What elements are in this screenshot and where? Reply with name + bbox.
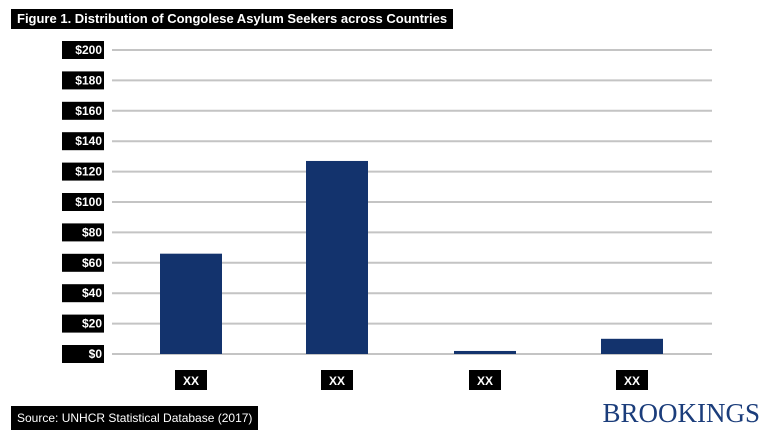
y-tick-label-box: [62, 284, 104, 303]
bar: [454, 350, 516, 354]
y-tick-label-box: [62, 345, 104, 363]
y-tick-label: $180: [75, 73, 102, 87]
y-tick-label: $140: [75, 134, 102, 148]
y-tick-label: $40: [82, 286, 102, 300]
y-tick-label-box: [62, 132, 104, 151]
source-note: Source: UNHCR Statistical Database (2017…: [11, 406, 259, 430]
chart-title-block: Figure 1. Distribution of Congolese Asyl…: [11, 9, 751, 33]
category-label-box: [321, 370, 353, 390]
y-axis-ticks: $0 $20 $40 $60 $80 $100 $120 $140 $160 $180 $200: [62, 41, 104, 363]
category-label-box: [175, 370, 207, 390]
y-tick-label: $160: [75, 104, 102, 118]
y-tick-label-box: [62, 101, 104, 120]
bar: [306, 160, 368, 354]
y-tick-label: $100: [75, 195, 102, 209]
category-label-box: [616, 370, 648, 390]
y-tick-label-box: [62, 253, 104, 272]
category-label: XX: [329, 374, 345, 388]
bars: [160, 160, 663, 354]
y-tick-label: $60: [82, 256, 102, 270]
category-label: XX: [624, 374, 640, 388]
category-label: XX: [477, 374, 493, 388]
y-tick-label-box: [62, 314, 104, 333]
y-tick-label: $20: [82, 317, 102, 331]
x-axis-categories: XX XX XX XX: [175, 370, 648, 390]
y-tick-label-box: [62, 71, 104, 90]
brookings-logo: BROOKINGS: [602, 398, 760, 428]
bar: [601, 338, 663, 354]
y-tick-label: $120: [75, 165, 102, 179]
y-tick-label: $80: [82, 225, 102, 239]
category-label-box: [469, 370, 501, 390]
y-tick-label-box: [62, 193, 104, 211]
y-tick-label-box: [62, 162, 104, 181]
category-label: XX: [183, 374, 199, 388]
y-tick-label: $200: [75, 43, 102, 57]
bar: [160, 253, 222, 354]
y-tick-label: $0: [89, 347, 103, 361]
y-tick-label-box: [62, 223, 104, 242]
chart-title: Figure 1. Distribution of Congolese Asyl…: [11, 9, 454, 29]
y-tick-label-box: [62, 41, 104, 59]
source-note-block: Source: UNHCR Statistical Database (2017…: [11, 406, 259, 432]
